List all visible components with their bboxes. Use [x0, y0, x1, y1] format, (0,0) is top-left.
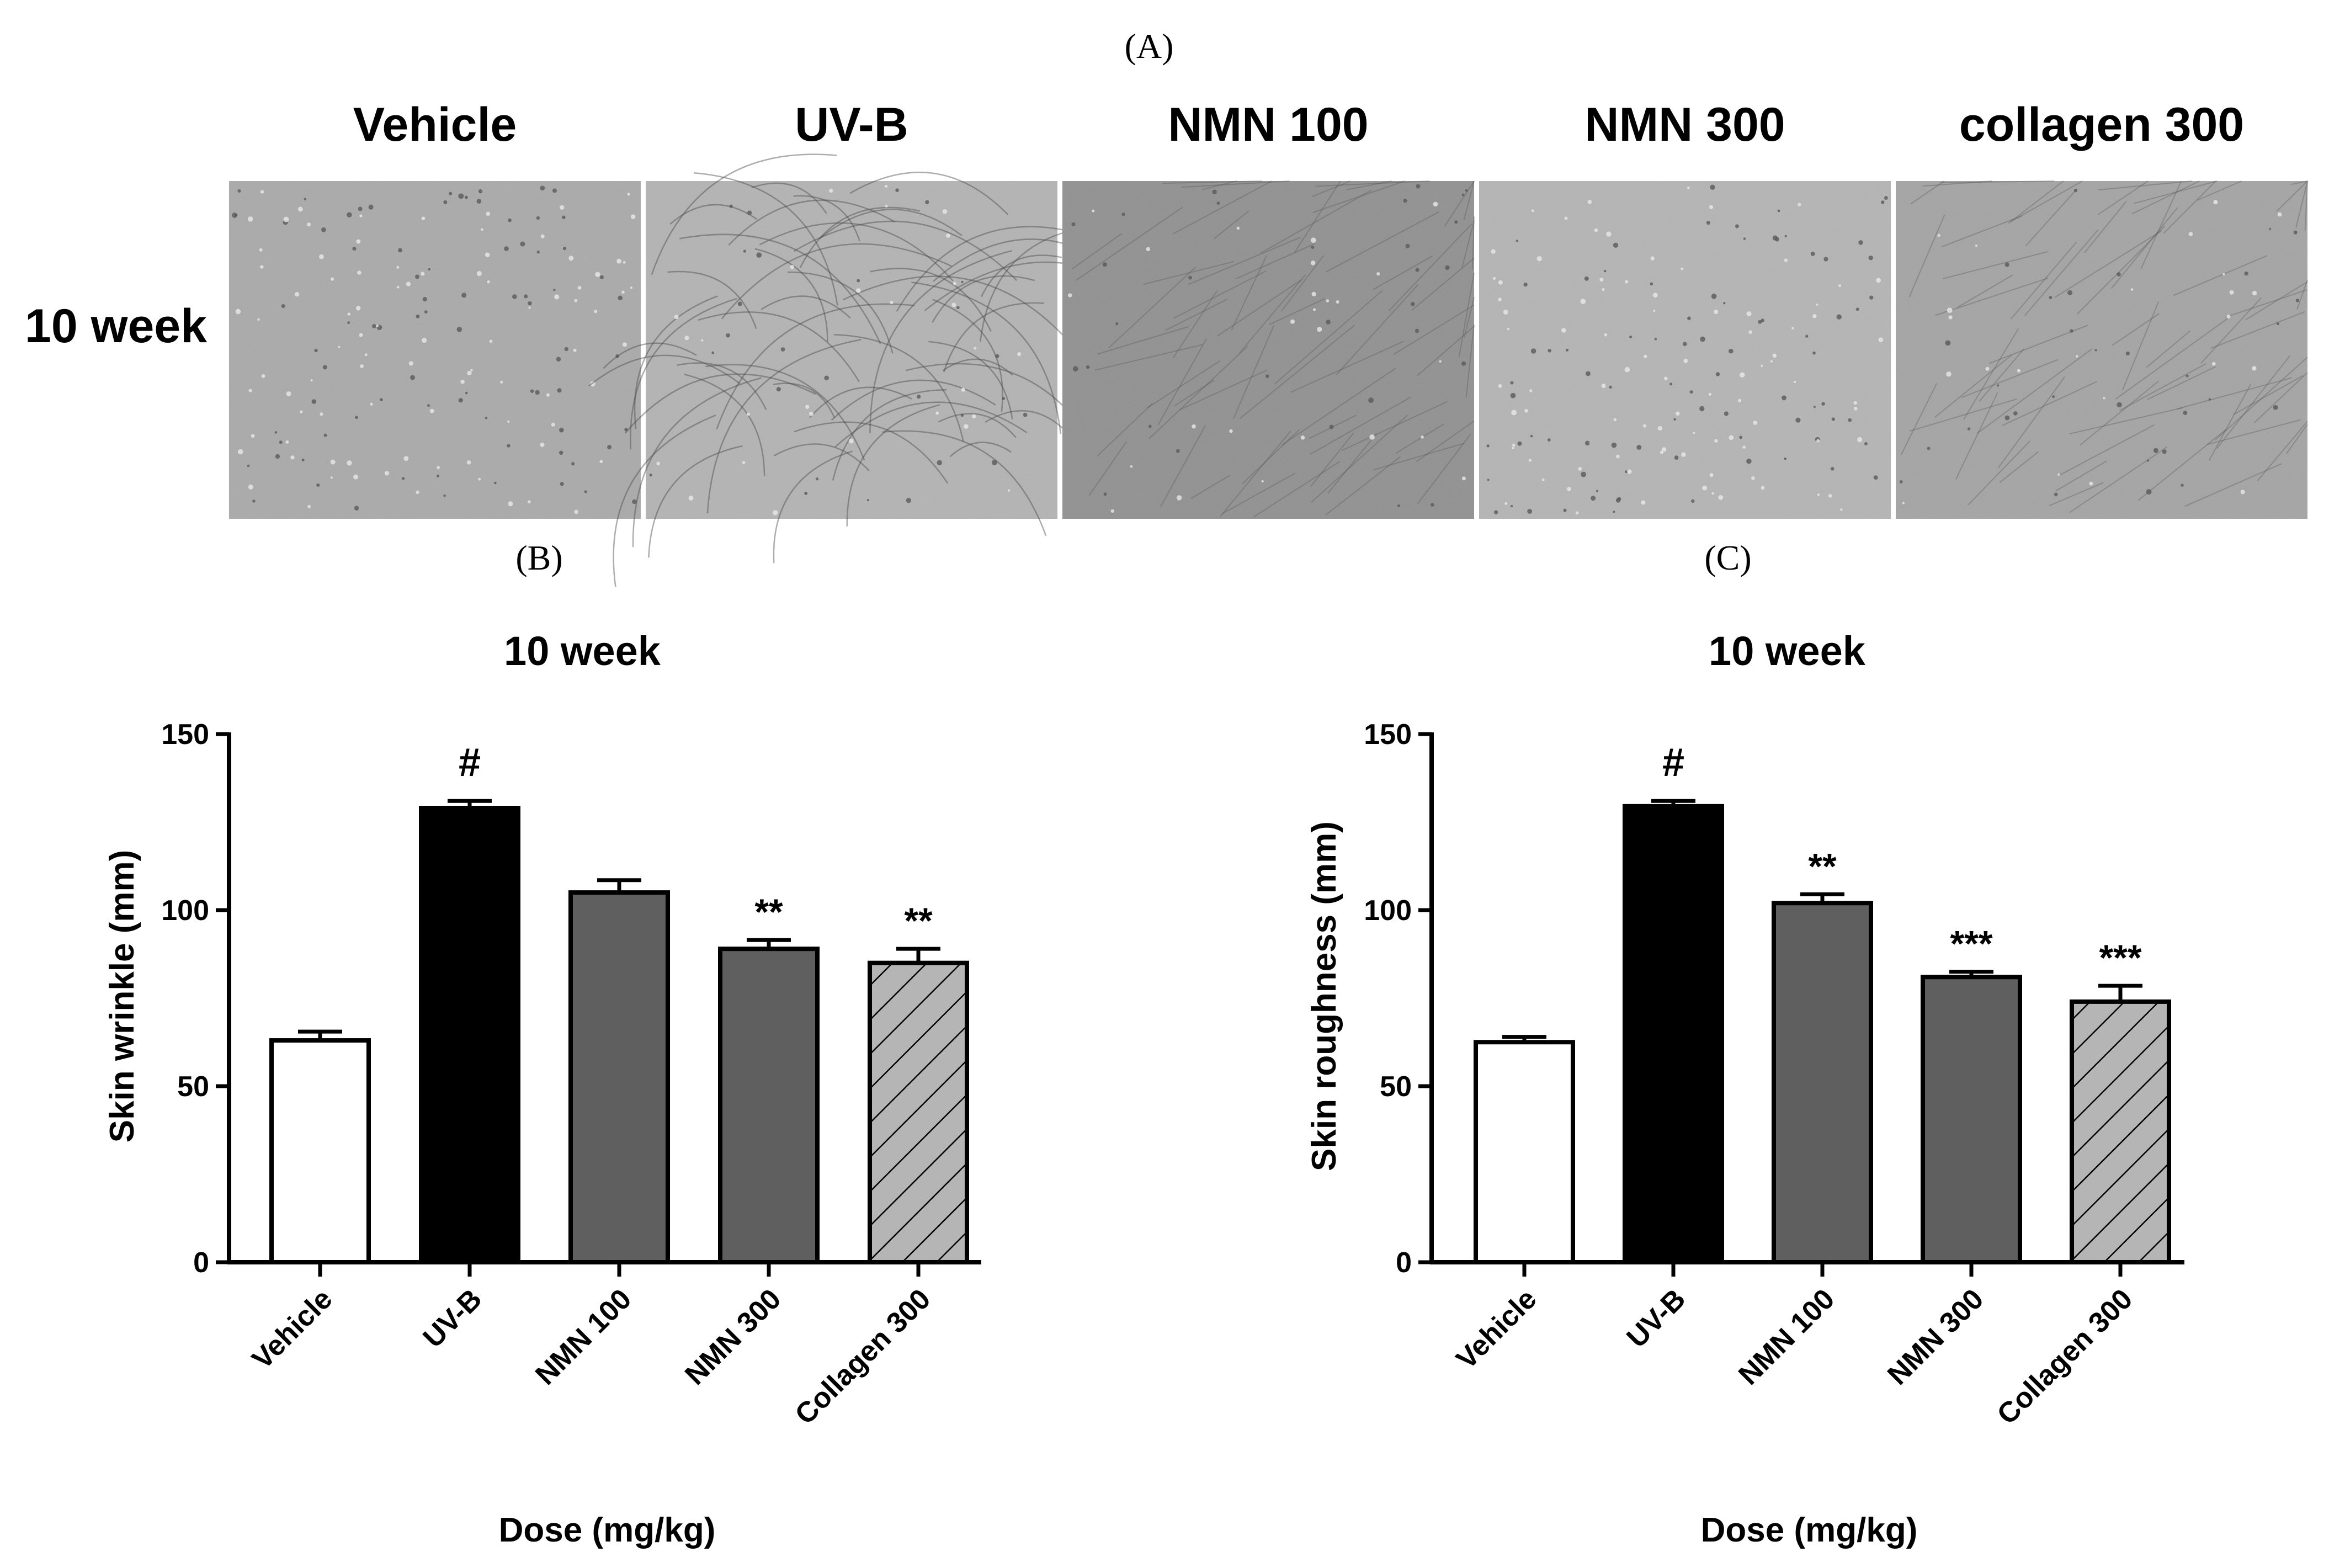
- bar: [868, 960, 969, 1264]
- skin-photo: NMN 300: [1479, 98, 1891, 519]
- plot-area: 0 50 100 150 Vehicle UV-B # NMN 100 NMN 300 ** Col…: [161, 719, 981, 1431]
- y-tick-label: 150: [161, 719, 209, 751]
- x-tick-label: NMN 100: [529, 1283, 637, 1391]
- photo-strip: Vehicle UV-B NMN 100 NMN 300 collagen 300: [229, 98, 2308, 587]
- significance-marker: **: [1808, 846, 1837, 886]
- chart-title: 10 week: [1709, 628, 1866, 674]
- significance-marker: **: [904, 900, 933, 941]
- photo-label: UV-B: [795, 98, 908, 151]
- x-tick-label: NMN 100: [1732, 1283, 1841, 1391]
- x-tick-label: Collagen 300: [1991, 1283, 2139, 1431]
- panel-a-photo-grid: 10 week Vehicle UV-B NMN 100 NMN 300 collage…: [25, 98, 2308, 587]
- significance-marker: **: [754, 891, 783, 932]
- panel-b-label: (B): [515, 538, 562, 577]
- chart-title: 10 week: [504, 628, 661, 674]
- bar: [1921, 975, 2022, 1264]
- y-tick-label: 50: [177, 1071, 209, 1103]
- photo-label: collagen 300: [1959, 98, 2244, 151]
- photo-label: NMN 100: [1168, 98, 1368, 151]
- x-tick-label: UV-B: [1621, 1283, 1692, 1354]
- photo-label: NMN 300: [1584, 98, 1785, 151]
- skin-photo: Vehicle: [229, 98, 641, 519]
- y-tick-label: 100: [1364, 895, 1412, 927]
- y-tick-label: 100: [161, 895, 209, 927]
- skin-photo: collagen 300: [1896, 98, 2308, 519]
- photo-label: Vehicle: [353, 98, 517, 151]
- bar: [1474, 1040, 1575, 1264]
- bar: [419, 805, 520, 1264]
- panel-c-label: (C): [1704, 538, 1751, 577]
- bar: [568, 890, 670, 1264]
- significance-marker: #: [459, 741, 481, 785]
- skin-photo: NMN 100: [1062, 98, 1475, 519]
- y-axis-label: Skin roughness (mm): [1305, 821, 1343, 1171]
- x-tick-label: Vehicle: [1450, 1283, 1543, 1375]
- y-tick-label: 0: [1396, 1247, 1412, 1279]
- y-tick-label: 150: [1364, 719, 1412, 751]
- row-label: 10 week: [25, 300, 207, 353]
- panel-a-label: (A): [1125, 26, 1174, 66]
- y-axis-label: Skin wrinkle (mm): [103, 850, 141, 1143]
- x-tick-label: Collagen 300: [789, 1283, 937, 1431]
- wrinkle-chart: 10 week Skin wrinkle (mm) Dose (mg/kg) 0…: [103, 628, 981, 1549]
- significance-marker: ***: [2099, 937, 2141, 978]
- x-tick-label: NMN 300: [679, 1283, 787, 1391]
- y-tick-label: 0: [193, 1247, 209, 1279]
- bar: [1623, 804, 1724, 1265]
- x-tick-label: UV-B: [417, 1283, 488, 1354]
- roughness-chart: 10 week Skin roughness (mm) Dose (mg/kg)…: [1305, 628, 2184, 1549]
- bar: [269, 1038, 371, 1265]
- x-axis-label: Dose (mg/kg): [1701, 1511, 1918, 1549]
- bar: [718, 947, 820, 1265]
- bar: [1772, 901, 1873, 1264]
- x-tick-label: NMN 300: [1881, 1283, 1990, 1391]
- plot-area: 0 50 100 150 Vehicle UV-B # NMN 100 ** NMN 300 ***…: [1364, 719, 2184, 1431]
- bar: [2070, 999, 2171, 1264]
- x-tick-label: Vehicle: [246, 1283, 339, 1375]
- significance-marker: #: [1662, 741, 1684, 785]
- y-tick-label: 50: [1380, 1071, 1412, 1103]
- x-axis-label: Dose (mg/kg): [499, 1511, 716, 1549]
- significance-marker: ***: [1950, 923, 1992, 964]
- skin-photo: UV-B: [588, 98, 1163, 587]
